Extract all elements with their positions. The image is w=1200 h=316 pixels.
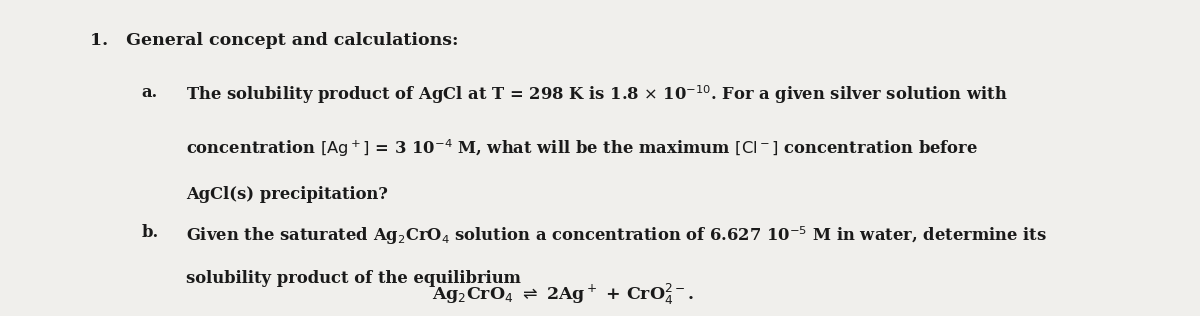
Text: Ag$_2$CrO$_4$ $\rightleftharpoons$ 2Ag$^+$ + CrO$_4^{2-}$.: Ag$_2$CrO$_4$ $\rightleftharpoons$ 2Ag$^… (432, 282, 694, 307)
Text: Given the saturated Ag$_2$CrO$_4$ solution a concentration of 6.627 10$^{-5}$ M : Given the saturated Ag$_2$CrO$_4$ soluti… (186, 224, 1048, 247)
Text: solubility product of the equilibrium: solubility product of the equilibrium (186, 270, 521, 287)
Text: a.: a. (142, 84, 158, 101)
Text: concentration $[\mathrm{Ag}^+]$ = 3 10$^{-4}$ M, what will be the maximum $[\mat: concentration $[\mathrm{Ag}^+]$ = 3 10$^… (186, 137, 978, 159)
Text: The solubility product of AgCl at T = 298 K is 1.8 $\times$ 10$^{-10}$. For a gi: The solubility product of AgCl at T = 29… (186, 84, 1008, 106)
Text: 1.   General concept and calculations:: 1. General concept and calculations: (90, 32, 458, 49)
Text: AgCl(s) precipitation?: AgCl(s) precipitation? (186, 186, 388, 204)
Text: b.: b. (142, 224, 158, 241)
